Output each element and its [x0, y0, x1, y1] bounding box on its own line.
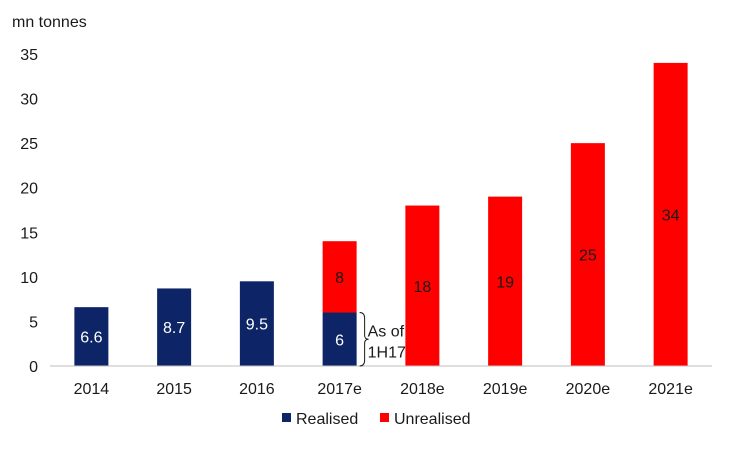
bar-unrealised-2019e	[488, 196, 523, 366]
x-tick-label: 2021e	[648, 381, 693, 398]
bar-realised-2016	[239, 281, 274, 366]
legend: Realised Unrealised	[282, 411, 470, 428]
y-axis-ticks: 0 5 10 15 20 25 30 35	[20, 47, 38, 376]
x-tick-label: 2019e	[483, 381, 528, 398]
bar-unrealised-2017e	[322, 241, 357, 313]
y-tick-label: 35	[20, 47, 38, 64]
bar-realised-2017e	[322, 312, 357, 366]
y-axis-unit-label: mn tonnes	[12, 14, 87, 31]
data-label-unrealised-2017e: 8	[335, 270, 344, 287]
x-tick-label: 2014	[74, 381, 110, 398]
legend-swatch-realised	[282, 413, 291, 422]
x-tick-label: 2018e	[400, 381, 445, 398]
legend-label-unrealised: Unrealised	[394, 411, 470, 428]
bar-unrealised-2020e	[570, 143, 605, 366]
y-tick-label: 25	[20, 136, 38, 153]
bar-unrealised-2021e	[653, 62, 688, 367]
bars-group: 6.6 8.7 9.5 6 8 18 19 25 34	[74, 62, 688, 367]
x-tick-label: 2017e	[317, 381, 362, 398]
bar-unrealised-2018e	[405, 205, 440, 366]
bar-realised-2015	[157, 288, 192, 366]
y-tick-label: 30	[20, 92, 38, 109]
x-tick-label: 2020e	[566, 381, 611, 398]
x-tick-label: 2016	[239, 381, 275, 398]
data-label-unrealised-2021e: 34	[662, 207, 680, 224]
y-tick-label: 5	[29, 314, 38, 331]
y-tick-label: 20	[20, 181, 38, 198]
legend-swatch-unrealised	[380, 413, 389, 422]
annotation-text-line-1: As of	[368, 323, 405, 340]
annotation-bracket	[359, 312, 369, 367]
x-axis-ticks: 2014 2015 2016 2017e 2018e 2019e 2020e 2021e	[74, 381, 693, 398]
y-tick-label: 0	[29, 359, 38, 376]
y-tick-label: 10	[20, 270, 38, 287]
x-tick-label: 2015	[156, 381, 192, 398]
data-label-realised-2016: 9.5	[246, 317, 268, 334]
annotation-as-of-1h17: As of 1H17	[359, 312, 406, 367]
data-label-realised-2014: 6.6	[80, 330, 102, 347]
y-tick-label: 15	[20, 225, 38, 242]
legend-label-realised: Realised	[296, 411, 358, 428]
bar-realised-2014	[74, 307, 109, 366]
data-label-unrealised-2019e: 19	[496, 274, 514, 291]
data-label-unrealised-2020e: 25	[579, 248, 597, 265]
data-label-realised-2017e: 6	[335, 332, 344, 349]
annotation-text-line-2: 1H17	[368, 344, 406, 361]
data-label-unrealised-2018e: 18	[413, 279, 431, 296]
data-label-realised-2015: 8.7	[163, 320, 185, 337]
